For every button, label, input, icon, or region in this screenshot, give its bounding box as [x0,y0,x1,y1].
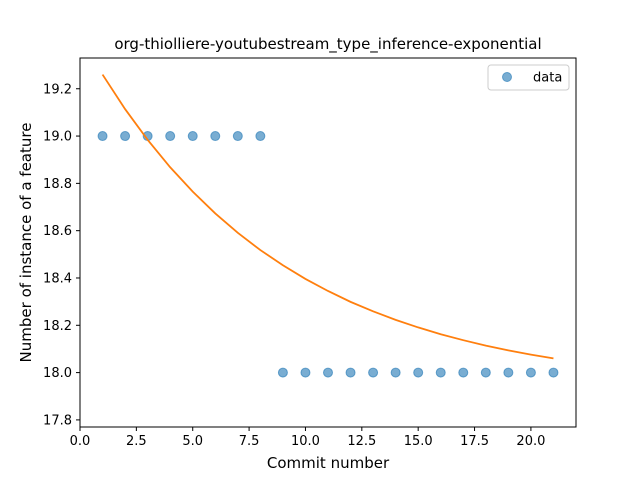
x-tick-label: 7.5 [239,434,260,449]
y-tick-label: 19.0 [43,130,72,145]
y-tick-label: 18.4 [43,271,72,286]
chart-title: org-thiolliere-youtubestream_type_infere… [114,35,541,54]
y-tick-label: 18.6 [43,224,72,239]
x-tick-label: 10.0 [291,434,320,449]
legend: data [487,64,570,91]
axes-frame [79,57,577,428]
data-point [390,367,401,378]
data-point [458,367,469,378]
data-point [232,131,243,142]
x-tick-label: 2.5 [126,434,147,449]
x-tick-label: 5.0 [182,434,203,449]
data-point [165,131,176,142]
data-point [435,367,446,378]
data-point [548,367,559,378]
data-point [187,131,198,142]
x-tick-label: 20.0 [516,434,545,449]
data-point [277,367,288,378]
data-point [413,367,424,378]
data-point [368,367,379,378]
data-point [255,131,266,142]
data-point [525,367,536,378]
data-point [97,131,108,142]
y-axis-label: Number of instance of a feature [17,123,35,363]
legend-marker-data [502,72,512,82]
data-point [210,131,221,142]
x-tick-label: 0.0 [70,434,91,449]
data-point [480,367,491,378]
x-tick-label: 17.5 [460,434,489,449]
y-axis: 17.8 18.0 18.2 18.4 18.6 18.8 19.0 19.2 [43,82,80,428]
plot-area [97,74,559,378]
data-point [120,131,131,142]
data-point [300,367,311,378]
y-tick-label: 19.2 [43,82,72,97]
y-tick-label: 18.8 [43,177,72,192]
legend-box [487,64,570,91]
y-tick-label: 17.8 [43,413,72,428]
x-tick-label: 15.0 [404,434,433,449]
data-point [345,367,356,378]
fit-line [101,74,554,360]
x-tick-label: 12.5 [347,434,376,449]
data-point [323,367,333,378]
x-axis: 0.0 2.5 5.0 7.5 10.0 12.5 15.0 17.5 20.0 [70,427,545,449]
data-point [503,367,514,378]
legend-label-data: data [533,71,562,86]
y-tick-label: 18.2 [43,319,72,334]
y-tick-label: 18.0 [43,366,72,381]
x-axis-label: Commit number [267,454,390,472]
